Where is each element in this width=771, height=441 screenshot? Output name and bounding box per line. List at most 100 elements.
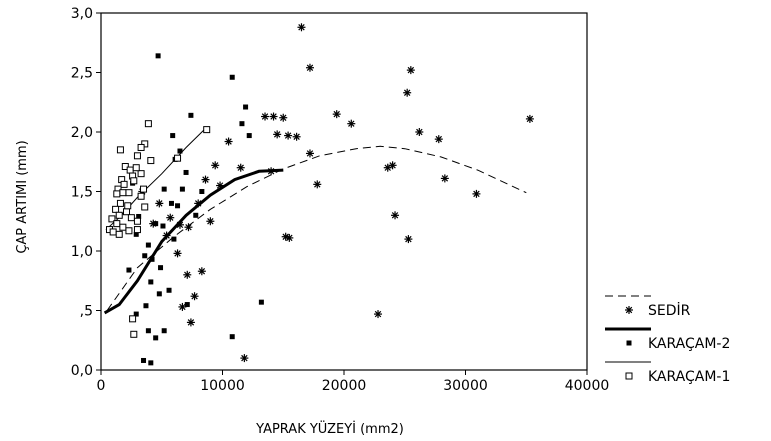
- point-karaçam-2: [175, 203, 181, 209]
- point-karaçam-1: [144, 120, 152, 128]
- point-sedi-r: [183, 270, 192, 279]
- point-karaçam-2: [153, 335, 159, 341]
- point-karaçam-1: [125, 227, 133, 235]
- point-karaçam-2: [246, 133, 252, 139]
- point-karaçam-1: [119, 223, 127, 231]
- point-karaçam-1: [130, 330, 138, 338]
- point-karaçam-2: [142, 253, 148, 259]
- point-karaçam-2: [156, 291, 162, 297]
- point-karaçam-2: [171, 236, 177, 242]
- point-sedi-r: [155, 199, 164, 208]
- point-karaçam-2: [136, 213, 142, 219]
- data-points: [106, 23, 534, 366]
- point-sedi-r: [284, 131, 293, 140]
- point-karaçam-2: [170, 133, 176, 139]
- point-karaçam-2: [243, 104, 249, 110]
- point-sedi-r: [285, 233, 294, 242]
- point-sedi-r: [269, 112, 278, 121]
- point-karaçam-2: [141, 357, 147, 363]
- point-sedi-r: [190, 292, 199, 301]
- point-karaçam-1: [116, 199, 124, 207]
- plot-frame: [100, 12, 588, 371]
- y-tick-label: ,5: [80, 304, 93, 320]
- point-karaçam-1: [116, 146, 124, 154]
- point-sedi-r: [261, 112, 270, 121]
- point-sedi-r: [201, 175, 210, 184]
- point-sedi-r: [186, 318, 195, 327]
- y-tick-label: 2,5: [71, 66, 93, 82]
- point-karaçam-1: [127, 214, 135, 222]
- point-karaçam-2: [148, 360, 154, 366]
- point-karaçam-2: [161, 186, 167, 192]
- point-karaçam-2: [199, 189, 205, 194]
- point-karaçam-1: [115, 211, 123, 219]
- point-sedi-r: [347, 119, 356, 128]
- point-sedi-r: [440, 174, 449, 183]
- legend-label-karaçam-2: KARAÇAM-2: [648, 336, 730, 352]
- point-karaçam-2: [239, 121, 245, 127]
- x-tick-label: 0: [97, 378, 106, 394]
- legend-marker-karaçam-1: [625, 372, 633, 380]
- point-karaçam-2: [145, 242, 151, 248]
- point-sedi-r: [297, 23, 306, 32]
- x-axis-title: YAPRAK YÜZEYİ (mm2): [255, 420, 404, 437]
- point-karaçam-2: [258, 299, 264, 305]
- point-karaçam-2: [148, 279, 154, 285]
- point-sedi-r: [273, 130, 282, 139]
- point-sedi-r: [206, 217, 215, 226]
- point-sedi-r: [472, 189, 481, 198]
- point-karaçam-2: [133, 231, 139, 237]
- point-karaçam-1: [129, 315, 137, 323]
- legend-marker-karaçam-2: [626, 340, 632, 346]
- x-tick-label: 40000: [565, 378, 610, 394]
- point-karaçam-1: [130, 177, 138, 185]
- point-karaçam-1: [137, 170, 145, 178]
- fit-line-karaçam-1: [105, 129, 205, 230]
- point-karaçam-2: [177, 148, 183, 154]
- point-karaçam-1: [109, 228, 117, 236]
- point-sedi-r: [313, 180, 322, 189]
- point-karaçam-2: [161, 328, 167, 334]
- x-tick-label: 10000: [200, 378, 245, 394]
- point-karaçam-1: [112, 205, 120, 213]
- point-karaçam-2: [229, 334, 235, 340]
- point-sedi-r: [374, 310, 383, 319]
- point-sedi-r: [162, 231, 171, 240]
- point-sedi-r: [173, 249, 182, 258]
- point-karaçam-1: [137, 192, 145, 200]
- axes: 0 10000 20000 30000 40000 0,0 ,5 1,0 1,5 2,0 2,5 3,…: [71, 6, 610, 394]
- point-sedi-r: [175, 220, 184, 229]
- point-karaçam-2: [126, 267, 132, 273]
- point-sedi-r: [404, 235, 413, 244]
- point-karaçam-1: [120, 180, 128, 188]
- point-karaçam-2: [149, 256, 155, 262]
- point-karaçam-1: [133, 226, 141, 234]
- point-karaçam-1: [132, 164, 140, 172]
- point-karaçam-1: [203, 126, 211, 134]
- point-sedi-r: [194, 199, 203, 208]
- point-sedi-r: [292, 132, 301, 141]
- point-karaçam-1: [133, 152, 141, 160]
- point-sedi-r: [332, 110, 341, 119]
- x-tick-label: 30000: [443, 378, 488, 394]
- point-karaçam-2: [166, 287, 172, 293]
- point-karaçam-2: [179, 186, 185, 192]
- point-sedi-r: [305, 149, 314, 158]
- y-axis-title: ÇAP ARTIMI (mm): [15, 140, 30, 253]
- point-karaçam-1: [123, 208, 131, 216]
- point-sedi-r: [166, 213, 175, 222]
- point-sedi-r: [267, 167, 276, 176]
- point-karaçam-1: [113, 190, 121, 198]
- point-sedi-r: [224, 137, 233, 146]
- legend-label-karaçam-1: KARAÇAM-1: [648, 369, 730, 385]
- legend-label-sedi-r: SEDİR: [648, 301, 691, 319]
- point-sedi-r: [240, 354, 249, 363]
- point-sedi-r: [403, 88, 412, 97]
- point-sedi-r: [211, 161, 220, 170]
- point-sedi-r: [383, 163, 392, 172]
- point-karaçam-1: [125, 189, 133, 197]
- point-karaçam-1: [108, 215, 116, 223]
- point-karaçam-2: [145, 328, 151, 334]
- point-sedi-r: [305, 63, 314, 72]
